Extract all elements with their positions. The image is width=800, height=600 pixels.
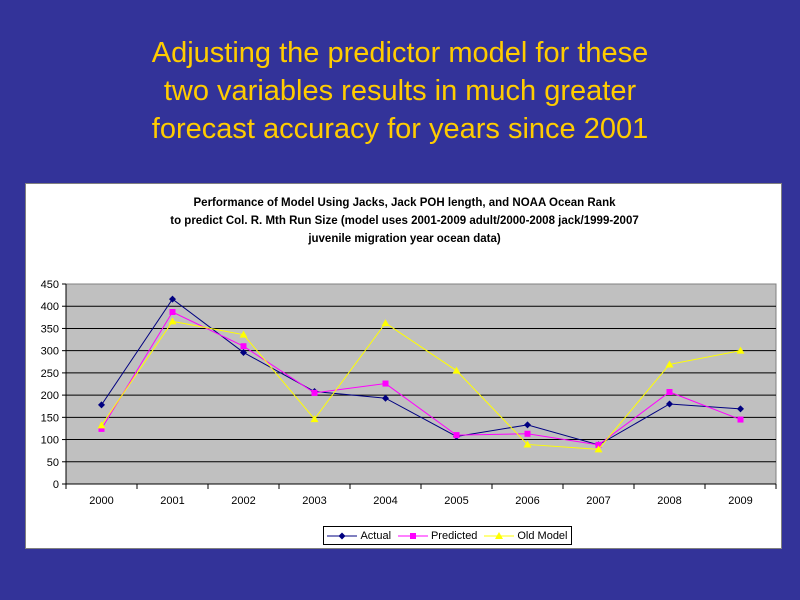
legend-label: Actual (360, 529, 392, 542)
data-point-old-model (665, 360, 674, 368)
y-tick-label: 300 (41, 346, 59, 358)
legend-label: Old Model (517, 529, 568, 542)
data-point-predicted (737, 416, 744, 423)
legend-item-predicted: Predicted (397, 529, 478, 542)
data-point-predicted (98, 425, 105, 432)
slide-title-line: Adjusting the predictor model for these (151, 37, 649, 69)
chart-legend: Actual Predicted Old Model (323, 526, 572, 545)
series-line-predicted (101, 311, 741, 446)
series-line-actual (101, 298, 741, 446)
y-tick-label: 350 (41, 323, 59, 335)
legend-old-model-symbol (484, 531, 515, 539)
slide-title-line: two variables results in much greater (163, 75, 637, 107)
x-tick-label: 2009 (728, 495, 752, 507)
data-point-old-model (168, 317, 177, 325)
x-tick-label: 2008 (657, 495, 681, 507)
data-point-predicted (311, 389, 318, 396)
data-point-old-model (594, 445, 603, 453)
data-point-predicted (382, 380, 389, 387)
legend-actual-symbol (327, 532, 358, 539)
chart-title-line: to predict Col. R. Mth Run Size (model u… (170, 215, 639, 227)
slide-title: Adjusting the predictor model for these … (40, 34, 760, 148)
legend-label: Predicted (430, 529, 478, 542)
y-tick-label: 50 (47, 457, 59, 469)
data-point-actual (240, 348, 247, 356)
data-point-actual (666, 400, 673, 408)
x-tick-label: 2004 (373, 495, 397, 507)
data-point-old-model (736, 346, 745, 354)
chart-container: Performance of Model Using Jacks, Jack P… (25, 183, 782, 549)
data-point-old-model (239, 330, 248, 338)
data-point-actual (524, 421, 531, 429)
y-tick-label: 100 (41, 435, 59, 447)
y-tick-label: 200 (41, 390, 59, 402)
legend-item-old-model: Old Model (484, 529, 568, 542)
data-point-old-model (97, 421, 106, 429)
y-tick-label: 150 (41, 412, 59, 424)
data-point-actual (169, 295, 176, 303)
data-point-actual (737, 405, 744, 413)
y-tick-label: 400 (41, 301, 59, 313)
data-point-predicted (524, 430, 531, 437)
data-point-actual (98, 401, 105, 409)
chart-title: Performance of Model Using Jacks, Jack P… (26, 194, 783, 248)
x-tick-label: 2001 (160, 495, 184, 507)
data-point-old-model (310, 415, 319, 423)
x-tick-label: 2003 (302, 495, 326, 507)
data-point-predicted (453, 432, 460, 439)
line-chart: 0 50 100 150 200 250 300 350 400 450 2000 2001 2002 2… (41, 279, 777, 507)
chart-title-line: Performance of Model Using Jacks, Jack P… (193, 197, 616, 209)
data-point-actual (382, 394, 389, 402)
data-point-old-model (381, 319, 390, 327)
series-line-old-model (101, 320, 741, 450)
x-tick-label: 2000 (89, 495, 113, 507)
data-point-predicted (169, 309, 176, 315)
slide-title-line: forecast accuracy for years since 2001 (151, 113, 649, 145)
x-tick-label: 2007 (586, 495, 610, 507)
y-tick-label: 0 (53, 479, 59, 491)
x-tick-label: 2002 (231, 495, 255, 507)
data-point-old-model (452, 366, 461, 374)
legend-item-actual: Actual (327, 530, 391, 542)
data-point-predicted (666, 389, 673, 395)
data-point-predicted (240, 343, 247, 350)
x-tick-label: 2005 (444, 495, 468, 507)
y-tick-label: 250 (41, 368, 59, 380)
chart-title-line: juvenile migration year ocean data) (308, 233, 501, 245)
x-tick-label: 2006 (515, 495, 539, 507)
legend-predicted-symbol (397, 532, 428, 539)
data-point-old-model (523, 440, 532, 448)
y-tick-label: 450 (41, 279, 59, 291)
data-point-predicted (595, 441, 602, 448)
